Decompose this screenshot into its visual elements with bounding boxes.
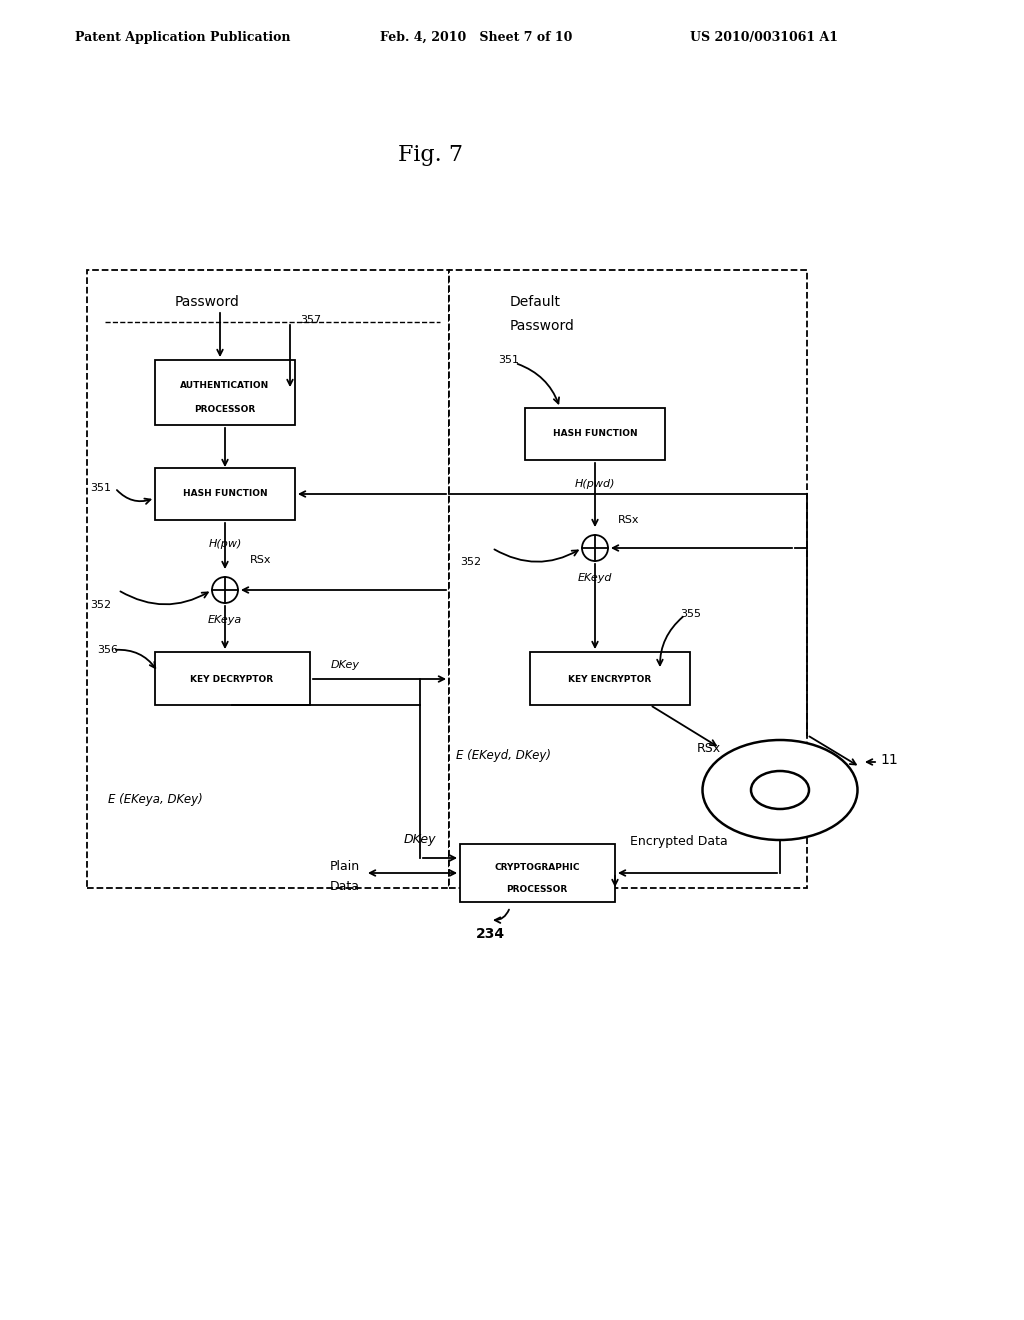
Text: H(pw): H(pw) — [208, 539, 242, 549]
Text: Password: Password — [510, 319, 574, 333]
Text: AUTHENTICATION: AUTHENTICATION — [180, 380, 269, 389]
Text: US 2010/0031061 A1: US 2010/0031061 A1 — [690, 30, 838, 44]
Bar — [155, 469, 295, 520]
Text: HASH FUNCTION: HASH FUNCTION — [182, 490, 267, 499]
Bar — [87, 271, 449, 888]
Text: 351: 351 — [90, 483, 111, 492]
Text: Data: Data — [330, 880, 360, 894]
Circle shape — [582, 535, 608, 561]
Text: RSx: RSx — [697, 742, 721, 755]
Text: E (EKeya, DKey): E (EKeya, DKey) — [108, 793, 203, 807]
Ellipse shape — [751, 771, 809, 809]
Text: Feb. 4, 2010   Sheet 7 of 10: Feb. 4, 2010 Sheet 7 of 10 — [380, 30, 572, 44]
Bar — [449, 271, 807, 888]
Text: DKey: DKey — [331, 660, 359, 671]
Bar — [460, 843, 615, 902]
Text: DKey: DKey — [403, 833, 436, 846]
Text: Password: Password — [175, 294, 240, 309]
Bar — [530, 652, 690, 705]
Text: 11: 11 — [880, 752, 898, 767]
Text: EKeya: EKeya — [208, 615, 242, 624]
Text: 357: 357 — [300, 315, 322, 325]
Text: 234: 234 — [475, 927, 505, 941]
Text: E (EKeyd, DKey): E (EKeyd, DKey) — [456, 748, 551, 762]
Text: 352: 352 — [90, 601, 112, 610]
Text: H(pwd): H(pwd) — [574, 479, 615, 488]
Bar — [525, 408, 665, 459]
Text: Plain: Plain — [330, 861, 360, 874]
Text: 356: 356 — [97, 645, 118, 655]
Text: PROCESSOR: PROCESSOR — [507, 884, 567, 894]
Text: HASH FUNCTION: HASH FUNCTION — [553, 429, 637, 438]
Ellipse shape — [702, 741, 857, 840]
Text: Patent Application Publication: Patent Application Publication — [75, 30, 291, 44]
Text: KEY DECRYPTOR: KEY DECRYPTOR — [190, 675, 273, 684]
Text: RSx: RSx — [250, 554, 271, 565]
Text: Default: Default — [510, 294, 561, 309]
Text: CRYPTOGRAPHIC: CRYPTOGRAPHIC — [495, 863, 580, 873]
Circle shape — [212, 577, 238, 603]
Text: EKeyd: EKeyd — [578, 573, 612, 583]
Bar — [155, 652, 310, 705]
Text: 351: 351 — [498, 355, 519, 366]
Text: PROCESSOR: PROCESSOR — [195, 405, 256, 414]
Text: RSx: RSx — [618, 515, 640, 525]
Text: KEY ENCRYPTOR: KEY ENCRYPTOR — [568, 675, 651, 684]
Text: Fig. 7: Fig. 7 — [397, 144, 463, 166]
Text: Encrypted Data: Encrypted Data — [630, 836, 728, 849]
Text: 355: 355 — [680, 609, 701, 619]
Text: 352: 352 — [460, 557, 481, 568]
Bar — [155, 360, 295, 425]
